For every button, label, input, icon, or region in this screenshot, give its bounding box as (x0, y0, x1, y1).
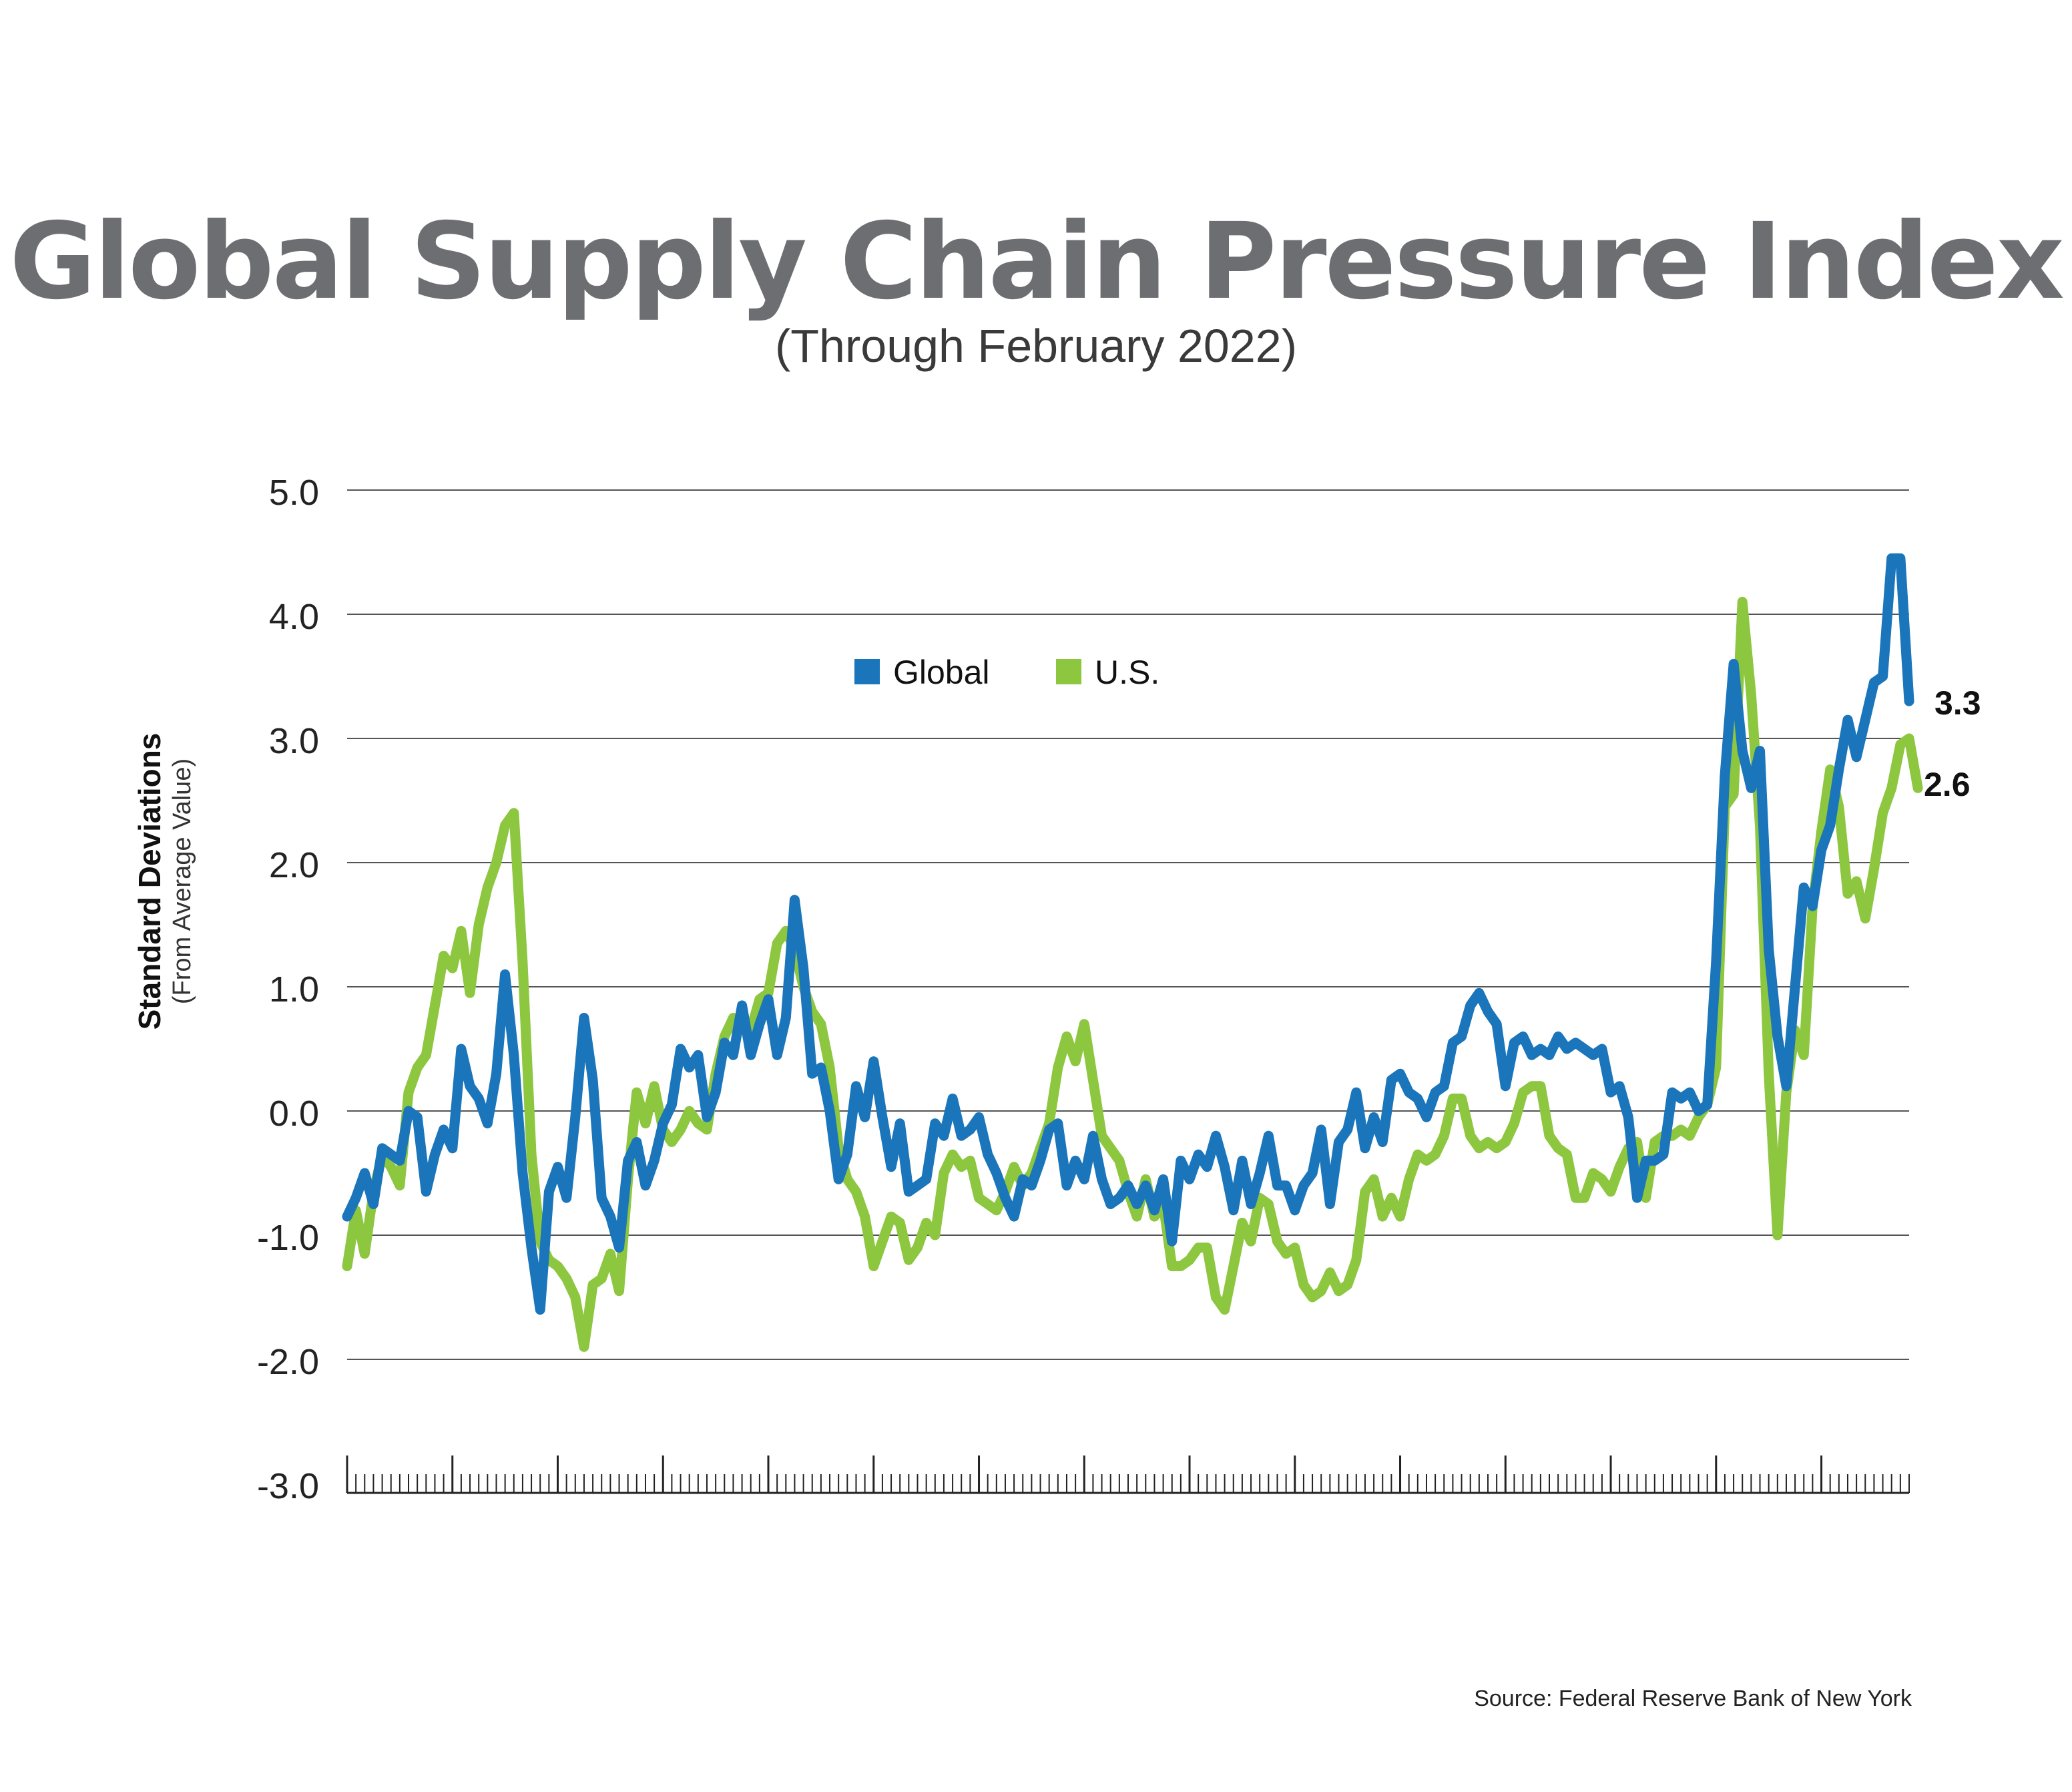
legend: Global U.S. (854, 654, 1159, 691)
y-tick-labels: 5.0 4.0 3.0 2.0 1.0 0.0 -1.0 -2.0 -3.0 (257, 473, 319, 1506)
y-tick-label: 3.0 (269, 721, 319, 761)
legend-swatch-us (1056, 659, 1081, 684)
y-tick-label: -2.0 (257, 1342, 319, 1382)
source-note: Source: Federal Reserve Bank of New York (1474, 1686, 1912, 1711)
y-tick-label: -3.0 (257, 1466, 319, 1506)
y-axis-sublabel: (From Average Value) (168, 758, 196, 1004)
y-tick-label: 2.0 (269, 845, 319, 885)
x-axis (346, 1455, 1910, 1494)
y-tick-label: 4.0 (269, 597, 319, 637)
series-line-global (342, 553, 1914, 1315)
y-axis-label: Standard Deviations (132, 733, 167, 1030)
y-tick-label: -1.0 (257, 1218, 319, 1258)
chart-subtitle: (Through February 2022) (774, 320, 1298, 372)
chart-title: Global Supply Chain Pressure Index (9, 200, 2065, 323)
legend-label-us: U.S. (1095, 654, 1159, 691)
end-label-global: 3.3 (1934, 684, 1981, 722)
y-tick-label: 5.0 (269, 473, 319, 513)
legend-label-global: Global (893, 654, 990, 691)
y-tick-label: 1.0 (269, 969, 319, 1010)
legend-swatch-global (854, 659, 880, 684)
gridlines (347, 489, 1909, 1360)
end-label-us: 2.6 (1924, 766, 1971, 803)
series-lines (342, 553, 1923, 1352)
y-tick-label: 0.0 (269, 1094, 319, 1134)
